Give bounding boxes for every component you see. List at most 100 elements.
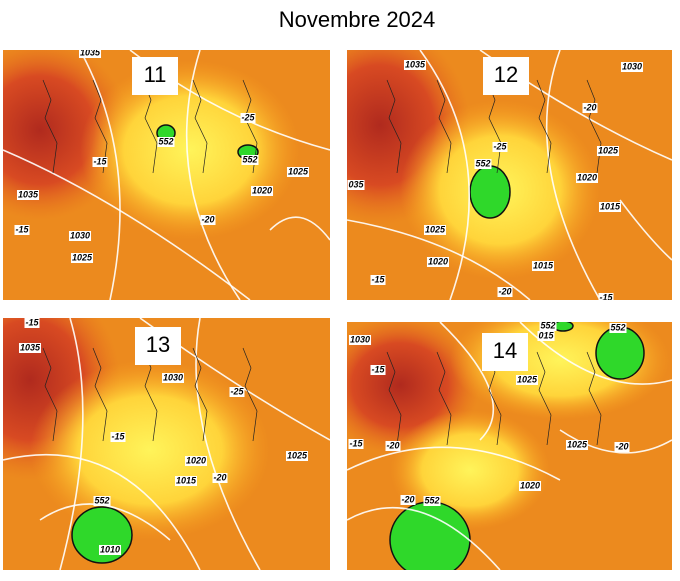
isobar xyxy=(347,446,561,481)
contour-label: -20 xyxy=(201,214,214,224)
contour-label-box xyxy=(423,496,441,506)
coastline xyxy=(192,347,208,442)
contour-label-box xyxy=(18,343,42,353)
contour-label-box xyxy=(598,202,622,212)
contour-label-box xyxy=(14,225,30,235)
day-box xyxy=(135,327,181,365)
isobar xyxy=(3,149,251,300)
contour-label: -15 xyxy=(371,274,385,284)
contour-label: 1035 xyxy=(18,189,39,199)
contour-label: -15 xyxy=(25,317,39,327)
day-box xyxy=(483,57,529,95)
contour-label-box xyxy=(423,225,447,235)
contour-label: 552 xyxy=(94,495,109,505)
contour-label: -15 xyxy=(93,156,107,166)
contour-label: 1025 xyxy=(288,166,309,176)
isobar xyxy=(545,50,601,300)
coastline xyxy=(436,351,452,446)
contour-label-box xyxy=(400,495,416,505)
contour-label: 1020 xyxy=(428,256,448,266)
isobar xyxy=(347,219,531,300)
contour-label-box xyxy=(531,261,555,271)
contour-label: 1020 xyxy=(186,455,206,465)
day-box xyxy=(132,57,178,95)
contour-label: 1030 xyxy=(350,334,370,344)
coastline xyxy=(386,79,402,174)
day-label: 13 xyxy=(146,332,170,357)
contour-label-box xyxy=(157,137,175,147)
contour-label: 1035 xyxy=(405,59,426,69)
coastline xyxy=(42,79,58,174)
contour-label-box xyxy=(110,432,126,442)
coastline xyxy=(92,347,108,442)
contour-label: 552 xyxy=(475,158,490,168)
contour-label: 1035 xyxy=(80,47,101,57)
contour-label: 1015 xyxy=(176,475,197,485)
contour-label: -25 xyxy=(493,141,507,151)
warm-zone xyxy=(30,360,270,540)
contour-label-box xyxy=(98,545,122,555)
contour-label-box xyxy=(24,318,40,328)
contour-label-box xyxy=(200,215,216,225)
coastline xyxy=(242,347,258,442)
isobar xyxy=(347,506,501,570)
isobar xyxy=(79,50,121,300)
contour-label: -15 xyxy=(599,292,613,302)
contour-label-box xyxy=(385,441,401,451)
contour-label: 1025 xyxy=(425,224,446,234)
contour-label-box xyxy=(537,331,555,341)
contour-label-box xyxy=(348,439,364,449)
contour-label-box xyxy=(539,322,557,331)
contour-label: 1020 xyxy=(520,480,540,490)
contour-label: 1025 xyxy=(567,439,588,449)
contour-label-box xyxy=(370,365,386,375)
contour-label: -20 xyxy=(498,286,511,296)
contour-label: 1015 xyxy=(600,201,621,211)
contour-label: -20 xyxy=(386,440,399,450)
contour-label: -15 xyxy=(111,431,125,441)
contour-label-box xyxy=(620,62,644,72)
contour-label-box xyxy=(474,159,492,169)
map-panel: 13 -15 1035 1030 -25 -15 1020 1025 1015 -20 552 101… xyxy=(3,317,330,570)
contour-label-box xyxy=(614,442,630,452)
contour-label-box xyxy=(582,103,598,113)
isobar xyxy=(59,318,84,570)
contour-label-box xyxy=(609,323,627,333)
day-label: 12 xyxy=(494,62,518,87)
contour-label: 552 xyxy=(540,320,555,330)
contour-label: 1030 xyxy=(622,61,642,71)
coastline xyxy=(92,79,108,174)
isobar xyxy=(185,50,241,300)
contour-label-box xyxy=(229,387,245,397)
contour-label: -20 xyxy=(583,102,596,112)
contour-label: 015 xyxy=(538,330,554,340)
contour-label-box xyxy=(598,293,614,300)
contour-label: -15 xyxy=(349,438,363,448)
contour-label: 552 xyxy=(424,495,439,505)
cold-core xyxy=(595,326,645,380)
contour-label-box xyxy=(518,481,542,491)
coastline xyxy=(436,79,452,174)
contour-label-box xyxy=(70,253,94,263)
contour-label-box xyxy=(370,275,386,285)
contour-label-box xyxy=(426,257,450,267)
coastline xyxy=(386,351,402,446)
contour-label-box xyxy=(93,496,111,506)
contour-label-box xyxy=(250,186,274,196)
contour-label-box xyxy=(497,287,513,297)
contour-label-box xyxy=(596,146,620,156)
contour-label: 035 xyxy=(348,179,364,189)
contour-label-box xyxy=(161,373,185,383)
coastline xyxy=(536,351,552,446)
contour-label: 1020 xyxy=(577,172,597,182)
cold-core xyxy=(469,165,511,219)
warm-zone xyxy=(80,60,300,240)
contour-label: 1030 xyxy=(163,372,183,382)
contour-label-box xyxy=(565,440,589,450)
cold-core xyxy=(389,501,471,570)
contour-label-box xyxy=(575,173,599,183)
contour-label: 1035 xyxy=(20,342,41,352)
contour-label: 1015 xyxy=(533,260,554,270)
